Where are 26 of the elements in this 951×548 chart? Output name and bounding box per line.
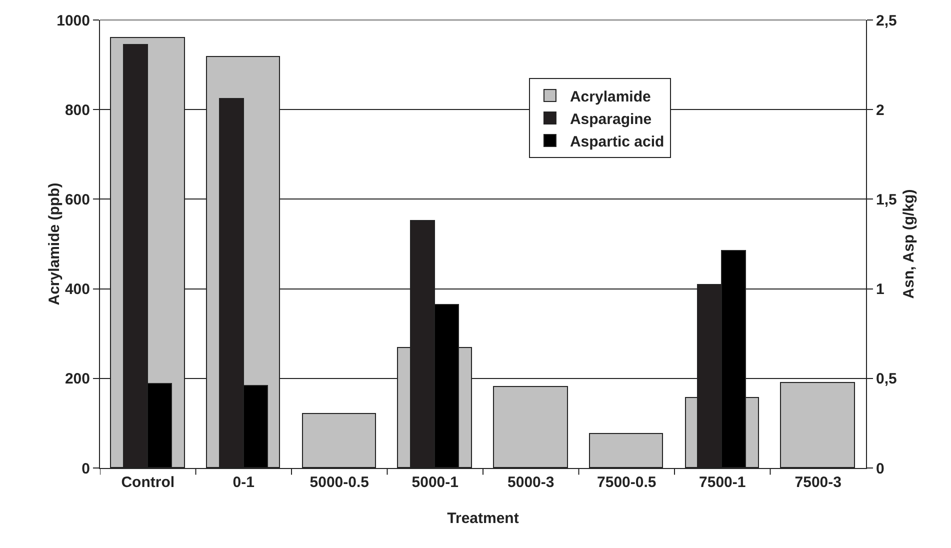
x-tick-label: 5000-0.5 <box>310 474 369 491</box>
x-tick-label: 7500-0.5 <box>597 474 656 491</box>
x-tick-label: Control <box>121 474 175 491</box>
y-tick-label: 1000 <box>56 12 90 30</box>
y-tick-label: 400 <box>64 281 90 298</box>
x-tick-label: 5000-1 <box>412 474 458 491</box>
x-tick-label: 7500-1 <box>699 474 746 491</box>
y2-tick-label: 2,5 <box>876 12 897 30</box>
y-tick-label: 0 <box>82 460 90 478</box>
x-tick-label: 5000-3 <box>508 474 554 491</box>
y2-tick-label: 0,5 <box>876 370 897 388</box>
y-tick-label: 800 <box>64 102 90 119</box>
x-tick-label: 7500-3 <box>794 474 842 491</box>
legend-label: Aspartic acid <box>570 133 664 150</box>
y-tick-label: 200 <box>64 370 90 388</box>
y2-tick-label: 2 <box>876 102 884 119</box>
x-axis-title: Treatment <box>447 510 519 527</box>
y-axis-title: Acrylamide (ppb) <box>46 182 63 306</box>
y-tick-label: 600 <box>64 191 90 208</box>
y2-tick-label: 1 <box>876 281 884 298</box>
y2-tick-label: 1,5 <box>876 191 897 208</box>
x-tick-label: 0-1 <box>232 474 254 491</box>
y2-axis-title: Asn, Asp (g/kg) <box>900 189 918 299</box>
y2-tick-label: 0 <box>876 460 884 478</box>
legend-label: Asparagine <box>570 110 652 128</box>
legend-label: Acrylamide <box>570 88 651 106</box>
